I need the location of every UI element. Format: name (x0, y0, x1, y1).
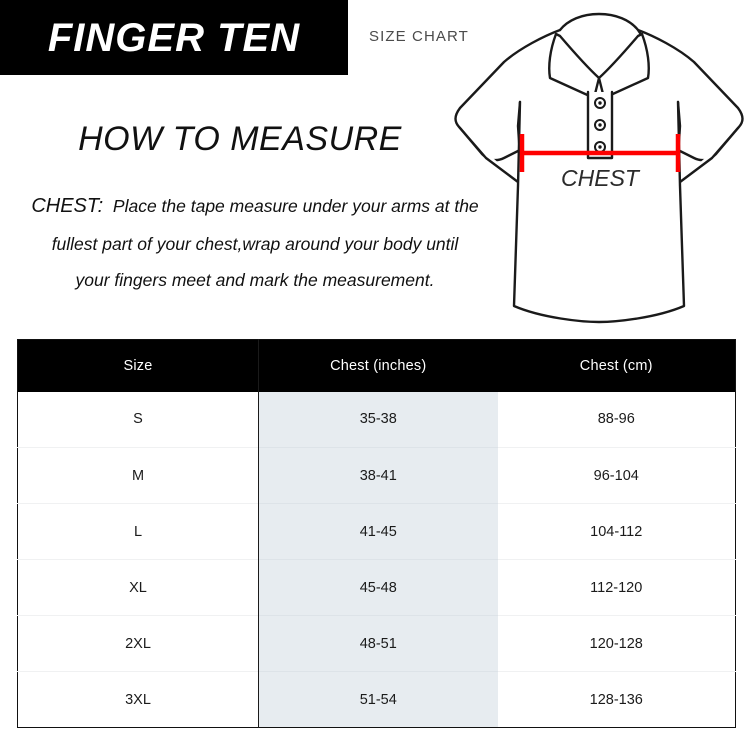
table-row: 2XL 48-51 120-128 (17, 615, 736, 672)
table-row: S 35-38 88-96 (17, 391, 736, 448)
cell-inches: 51-54 (258, 671, 498, 728)
cell-cm: 112-120 (497, 559, 736, 616)
table-row: L 41-45 104-112 (17, 503, 736, 560)
column-header-size: Size (17, 339, 259, 392)
instruction-line-2: fullest part of your chest,wrap around y… (51, 234, 459, 254)
table-row: XL 45-48 112-120 (17, 559, 736, 616)
cell-size: M (17, 447, 259, 504)
instruction-line-3: your fingers meet and mark the measureme… (75, 269, 435, 290)
instruction-label: CHEST: (31, 195, 104, 217)
button-hole-icon (598, 123, 602, 127)
table-header: Size Chest (inches) Chest (cm) (17, 339, 736, 392)
page-title: HOW TO MEASURE (78, 120, 402, 158)
cell-cm: 120-128 (497, 615, 736, 672)
placket-buttons (594, 97, 606, 153)
cell-inches: 38-41 (258, 447, 498, 504)
table-row: 3XL 51-54 128-136 (17, 671, 736, 728)
size-chart-caption: SIZE CHART (369, 28, 469, 45)
shirt-body (512, 100, 686, 324)
brand-banner: FINGER TEN (0, 0, 348, 75)
cell-size: L (17, 503, 259, 560)
measure-instructions: CHEST: Place the tape measure under your… (12, 186, 498, 299)
column-header-cm: Chest (cm) (497, 339, 736, 392)
cell-size: XL (17, 559, 259, 616)
table-header-row: Size Chest (inches) Chest (cm) (17, 339, 736, 392)
cell-size: 3XL (17, 671, 259, 728)
instruction-text-1: Place the tape measure under your arms a… (112, 196, 479, 216)
chest-measure-line (519, 134, 681, 172)
cell-cm: 128-136 (497, 671, 736, 728)
instruction-line-1: CHEST: Place the tape measure under your… (12, 186, 498, 227)
cell-size: 2XL (17, 615, 259, 672)
cell-inches: 45-48 (258, 559, 498, 616)
cell-inches: 35-38 (258, 391, 498, 448)
table-row: M 38-41 96-104 (17, 447, 736, 504)
column-header-inches: Chest (inches) (258, 339, 498, 392)
collar-right (597, 32, 650, 100)
cell-cm: 96-104 (497, 447, 736, 504)
cell-size: S (17, 391, 259, 448)
cell-cm: 104-112 (497, 503, 736, 560)
collar-left (548, 32, 601, 100)
button-hole-icon (598, 101, 602, 105)
button-hole-icon (598, 145, 602, 149)
chest-measure-label: CHEST (561, 165, 641, 191)
cell-inches: 41-45 (258, 503, 498, 560)
size-chart-table: Size Chest (inches) Chest (cm) S 35-38 8… (17, 339, 736, 728)
brand-logo-text: FINGER TEN (47, 15, 301, 60)
cell-inches: 48-51 (258, 615, 498, 672)
table-body: S 35-38 88-96 M 38-41 96-104 L 41-45 104… (17, 391, 736, 728)
cell-cm: 88-96 (497, 391, 736, 448)
polo-shirt-illustration: CHEST (448, 6, 750, 332)
